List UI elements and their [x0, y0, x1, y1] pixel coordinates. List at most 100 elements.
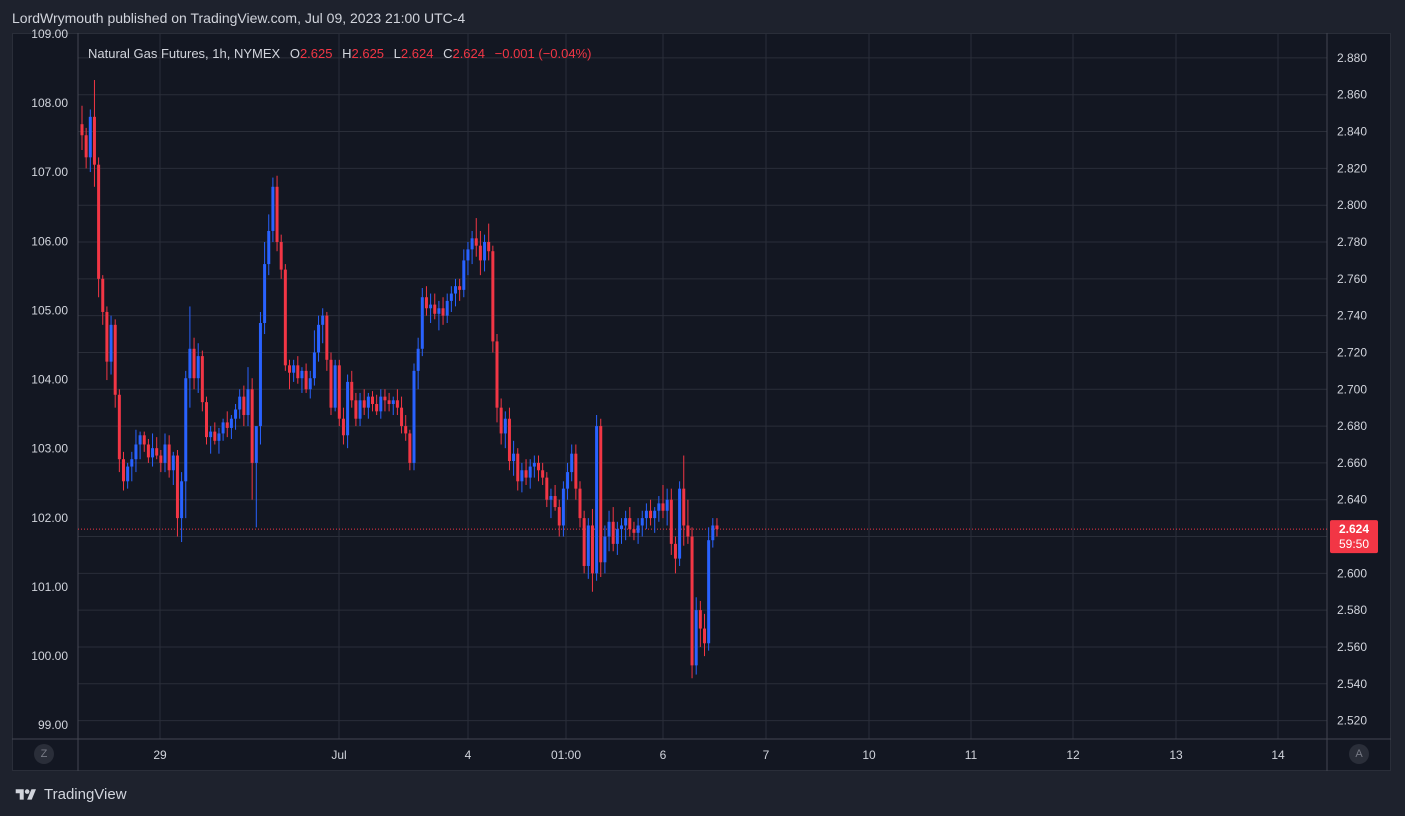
- candle-body: [653, 510, 657, 519]
- candle: [557, 499, 561, 537]
- candle-body: [229, 418, 233, 428]
- candle: [383, 389, 387, 412]
- candle-body: [350, 381, 354, 401]
- candle-body: [217, 433, 221, 441]
- candle: [122, 451, 125, 491]
- candle-body: [379, 396, 383, 412]
- time-tick-label: 11: [965, 748, 978, 762]
- candle: [350, 370, 354, 408]
- symbol-description[interactable]: Natural Gas Futures, 1h, NYMEX: [88, 46, 281, 61]
- left-tick-label: 103.00: [31, 442, 68, 456]
- candle-body: [549, 496, 553, 500]
- candle: [205, 396, 208, 445]
- candle-body: [433, 304, 437, 314]
- candle: [537, 455, 540, 482]
- candle: [113, 319, 117, 408]
- auto-scale-left-button[interactable]: Z: [34, 744, 54, 764]
- candle: [213, 422, 217, 445]
- candle: [499, 398, 503, 445]
- candle-body: [122, 459, 125, 482]
- candle: [437, 300, 441, 331]
- candle: [433, 293, 437, 320]
- candle: [458, 278, 462, 301]
- ohlc-legend: Natural Gas Futures, 1h, NYMEX O2.625 H2…: [88, 46, 592, 61]
- candle: [250, 378, 254, 500]
- candle-body: [234, 409, 238, 419]
- candle: [130, 451, 134, 482]
- right-tick-label: 2.680: [1337, 419, 1367, 433]
- candle: [669, 488, 673, 555]
- candle-body: [366, 396, 370, 408]
- candle-body: [678, 488, 682, 559]
- tradingview-logo-icon: [15, 788, 36, 800]
- low-label: L: [393, 46, 401, 61]
- candle: [341, 407, 345, 445]
- candle: [229, 415, 233, 439]
- candle-body: [570, 453, 574, 473]
- candle-body: [163, 444, 167, 463]
- candle-body: [395, 400, 399, 408]
- auto-scale-right-button[interactable]: A: [1349, 744, 1369, 764]
- candle-body: [611, 521, 615, 544]
- last-price-label: 2.624: [1339, 522, 1369, 536]
- left-tick-label: 109.00: [31, 27, 68, 41]
- candle: [462, 249, 466, 298]
- right-tick-label: 2.700: [1337, 382, 1367, 396]
- candle: [163, 433, 167, 473]
- candle: [678, 481, 682, 566]
- grid-lines: [78, 34, 1327, 739]
- candle: [690, 527, 694, 679]
- candle: [171, 451, 175, 485]
- candle: [657, 496, 661, 522]
- candle: [325, 311, 329, 371]
- candle: [246, 367, 250, 427]
- candle: [105, 306, 109, 381]
- right-tick-label: 2.760: [1337, 272, 1367, 286]
- tradingview-footer[interactable]: TradingView: [14, 786, 127, 803]
- time-tick-label: 12: [1066, 748, 1080, 762]
- candle-body: [213, 431, 217, 441]
- chart-panel[interactable]: [12, 33, 1391, 771]
- candle: [292, 359, 296, 382]
- candle-body: [574, 453, 578, 489]
- candle-body: [462, 260, 466, 290]
- candle: [288, 359, 291, 390]
- publisher-header: LordWrymouth published on TradingView.co…: [12, 10, 466, 26]
- candle: [532, 455, 536, 478]
- candle: [238, 389, 242, 419]
- candle-body: [528, 466, 532, 478]
- candle: [242, 385, 246, 427]
- candle: [258, 311, 262, 445]
- candle: [354, 392, 358, 427]
- candle-body: [113, 324, 117, 395]
- candle-body: [524, 470, 528, 478]
- candle: [80, 105, 84, 150]
- candle: [134, 429, 138, 473]
- candle: [358, 392, 362, 427]
- candle: [632, 521, 636, 541]
- candle: [275, 175, 279, 252]
- candle-body: [279, 242, 283, 270]
- candle: [528, 459, 532, 489]
- candle-body: [138, 435, 142, 445]
- candle: [686, 499, 690, 544]
- candle-body: [200, 356, 204, 403]
- open-label: O: [289, 46, 300, 61]
- candle: [707, 527, 711, 651]
- candle: [570, 444, 574, 482]
- candle: [615, 521, 619, 555]
- candle: [516, 448, 520, 491]
- left-tick-label: 105.00: [31, 303, 68, 317]
- candle: [225, 411, 229, 438]
- change-value: −0.001 (−0.04%): [494, 46, 592, 61]
- candle: [142, 431, 146, 452]
- high-label: H: [342, 46, 352, 61]
- candle-body: [101, 278, 105, 312]
- right-tick-label: 2.660: [1337, 456, 1367, 470]
- candle-body: [441, 308, 445, 316]
- candle: [449, 286, 453, 312]
- candle: [586, 518, 590, 579]
- candle-body: [126, 466, 130, 482]
- candle: [487, 223, 491, 261]
